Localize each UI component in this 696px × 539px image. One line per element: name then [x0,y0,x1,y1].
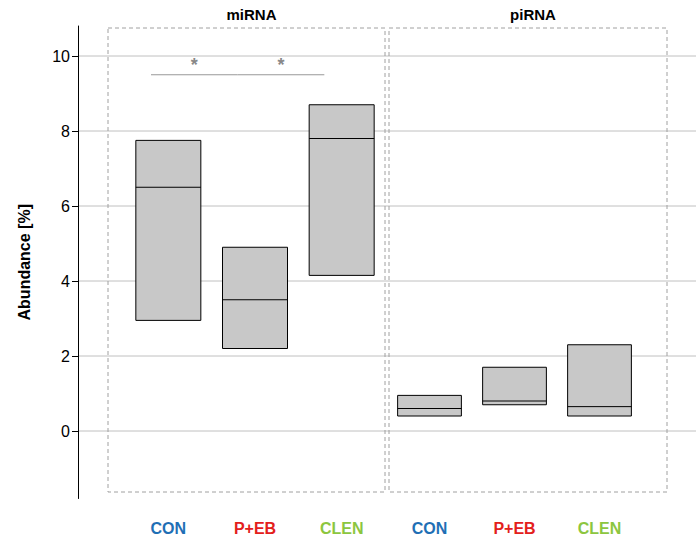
svg-text:0: 0 [61,423,70,440]
svg-text:CON: CON [151,520,187,537]
svg-text:P+EB: P+EB [234,520,276,537]
svg-text:P+EB: P+EB [493,520,535,537]
svg-text:Abundance [%]: Abundance [%] [16,204,33,320]
svg-text:2: 2 [61,348,70,365]
svg-text:*: * [277,55,284,75]
svg-text:CLEN: CLEN [320,520,364,537]
svg-text:6: 6 [61,198,70,215]
svg-text:8: 8 [61,123,70,140]
svg-text:10: 10 [52,48,70,65]
svg-text:CON: CON [412,520,448,537]
svg-text:piRNA: piRNA [510,6,556,23]
svg-text:miRNA: miRNA [226,6,276,23]
svg-text:CLEN: CLEN [578,520,622,537]
svg-text:*: * [191,55,198,75]
svg-text:4: 4 [61,273,70,290]
